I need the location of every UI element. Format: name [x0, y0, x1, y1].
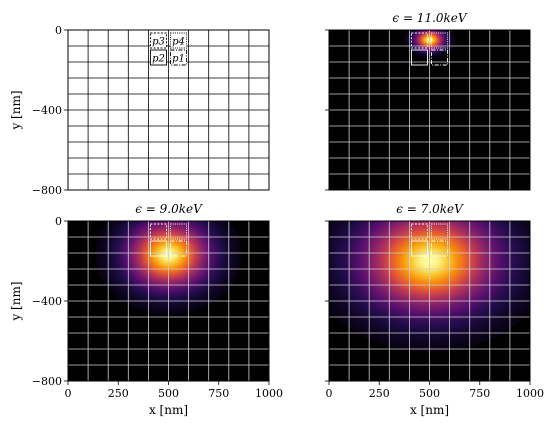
pixel-box [410, 240, 428, 257]
pixel-box [410, 223, 428, 240]
x-tick-label: 0 [326, 387, 333, 400]
panel-4: 0 250 500 750 1000 ϵ = 7.0keV x [nm] [325, 202, 544, 417]
panel-title: ϵ = 7.0keV [396, 202, 464, 216]
pixel-label-p1: p1 [172, 54, 185, 65]
panel-title: ϵ = 11.0keV [392, 11, 467, 25]
pixel-box [431, 240, 449, 257]
pixel-boxes [410, 223, 449, 257]
pixel-box [410, 49, 428, 66]
pixel-box [149, 240, 167, 257]
pixel-box [170, 240, 188, 257]
grid [329, 221, 530, 381]
pixel-box [410, 32, 428, 49]
y-tick-label: −800 [32, 184, 62, 197]
y-axis-label: y [nm] [9, 281, 23, 321]
x-axis-label: x [nm] [410, 403, 449, 417]
pixel-label-p4: p4 [172, 37, 185, 48]
y-tick-label: −400 [32, 104, 62, 117]
panel-2: ϵ = 11.0keV [325, 11, 531, 191]
x-tick-label: 250 [108, 387, 129, 400]
x-tick-label: 1000 [516, 387, 544, 400]
pixel-label-p3: p3 [152, 37, 165, 48]
pixel-boxes [410, 32, 449, 66]
grid [329, 30, 530, 190]
panel-1: p3 p4 p2 p1 0 −400 −800 y [nm] [9, 24, 270, 197]
pixel-box [170, 32, 188, 49]
x-tick-label: 250 [369, 387, 390, 400]
y-tick-label: −800 [32, 375, 62, 388]
panel-title: ϵ = 9.0keV [135, 202, 203, 216]
y-tick-label: 0 [55, 215, 62, 228]
x-tick-label: 750 [469, 387, 490, 400]
y-tick-label: 0 [55, 24, 62, 37]
pixel-box [170, 49, 188, 66]
x-tick-label: 750 [208, 387, 229, 400]
y-tick-label: −400 [32, 295, 62, 308]
pixel-boxes [149, 223, 188, 257]
x-tick-label: 500 [419, 387, 440, 400]
grid [68, 221, 269, 381]
x-tick-label: 1000 [255, 387, 283, 400]
y-axis-label: y [nm] [9, 90, 23, 130]
pixel-box [149, 223, 167, 240]
grid [68, 30, 269, 190]
x-tick-label: 500 [158, 387, 179, 400]
pixel-box [149, 49, 167, 66]
pixel-box [149, 32, 167, 49]
x-tick-label: 0 [65, 387, 72, 400]
pixel-box [431, 49, 449, 66]
pixel-boxes: p3 p4 p2 p1 [149, 32, 188, 66]
x-axis-label: x [nm] [149, 403, 188, 417]
pixel-label-p2: p2 [152, 54, 165, 65]
